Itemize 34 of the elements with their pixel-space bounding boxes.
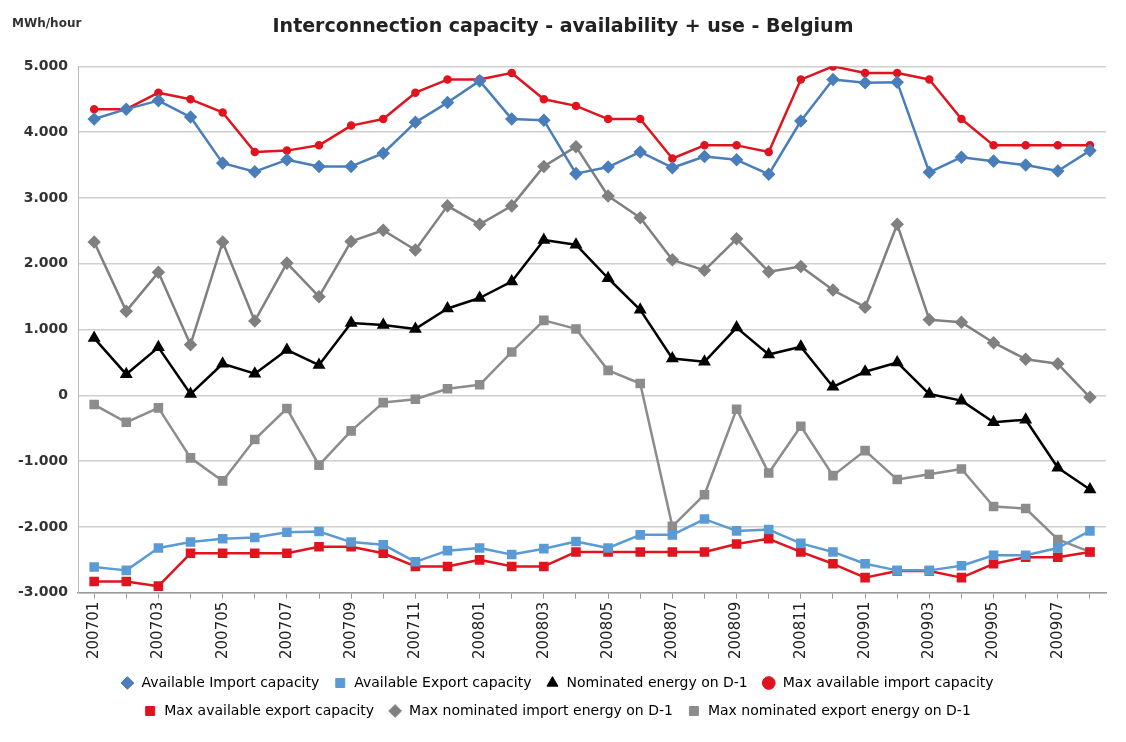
y-tick-label: -2.000 [18, 517, 69, 534]
chart-title: Interconnection capacity - availability + use - Belgium [272, 14, 854, 36]
x-tick-label: 200801 [469, 601, 488, 659]
x-tick-label: 200905 [983, 601, 1002, 659]
x-tick-label: 200705 [212, 601, 231, 659]
legend-label: Max available import capacity [782, 673, 994, 690]
x-tick-label: 200805 [598, 601, 616, 659]
y-tick-label: 5.000 [23, 57, 69, 74]
legend-label: Available Export capacity [354, 673, 532, 690]
legend-label: Max nominated export energy on D-1 [707, 701, 971, 718]
y-axis-title: MWh/hour [12, 16, 82, 30]
x-tick-label: 200707 [276, 601, 295, 659]
x-tick-label: 200901 [854, 601, 873, 659]
y-tick-label: -1.000 [18, 451, 69, 468]
y-tick-label: 4.000 [23, 122, 69, 139]
x-tick-label: 200811 [790, 601, 809, 659]
y-tick-label: 0 [58, 386, 69, 402]
legend-label: Available Import capacity [141, 673, 320, 690]
y-tick-label: 3.000 [23, 188, 69, 205]
legend-label: Max nominated import energy on D-1 [409, 701, 673, 718]
x-tick-label: 200703 [148, 601, 167, 659]
x-tick-label: 200907 [1047, 601, 1066, 659]
legend-label: Max available export capacity [164, 701, 375, 718]
x-tick-label: 200711 [405, 601, 424, 659]
y-tick-label: 1.000 [23, 320, 69, 337]
legend-label: Nominated energy on D-1 [566, 673, 748, 690]
y-tick-label: 2.000 [23, 254, 69, 271]
x-tick-label: 200809 [726, 601, 745, 659]
x-tick-label: 200903 [919, 601, 938, 659]
x-tick-label: 200803 [533, 601, 552, 659]
x-tick-label: 200701 [84, 601, 103, 659]
x-tick-label: 200807 [662, 601, 681, 659]
x-tick-label: 200709 [341, 601, 360, 659]
y-tick-label: -3.000 [18, 583, 69, 600]
